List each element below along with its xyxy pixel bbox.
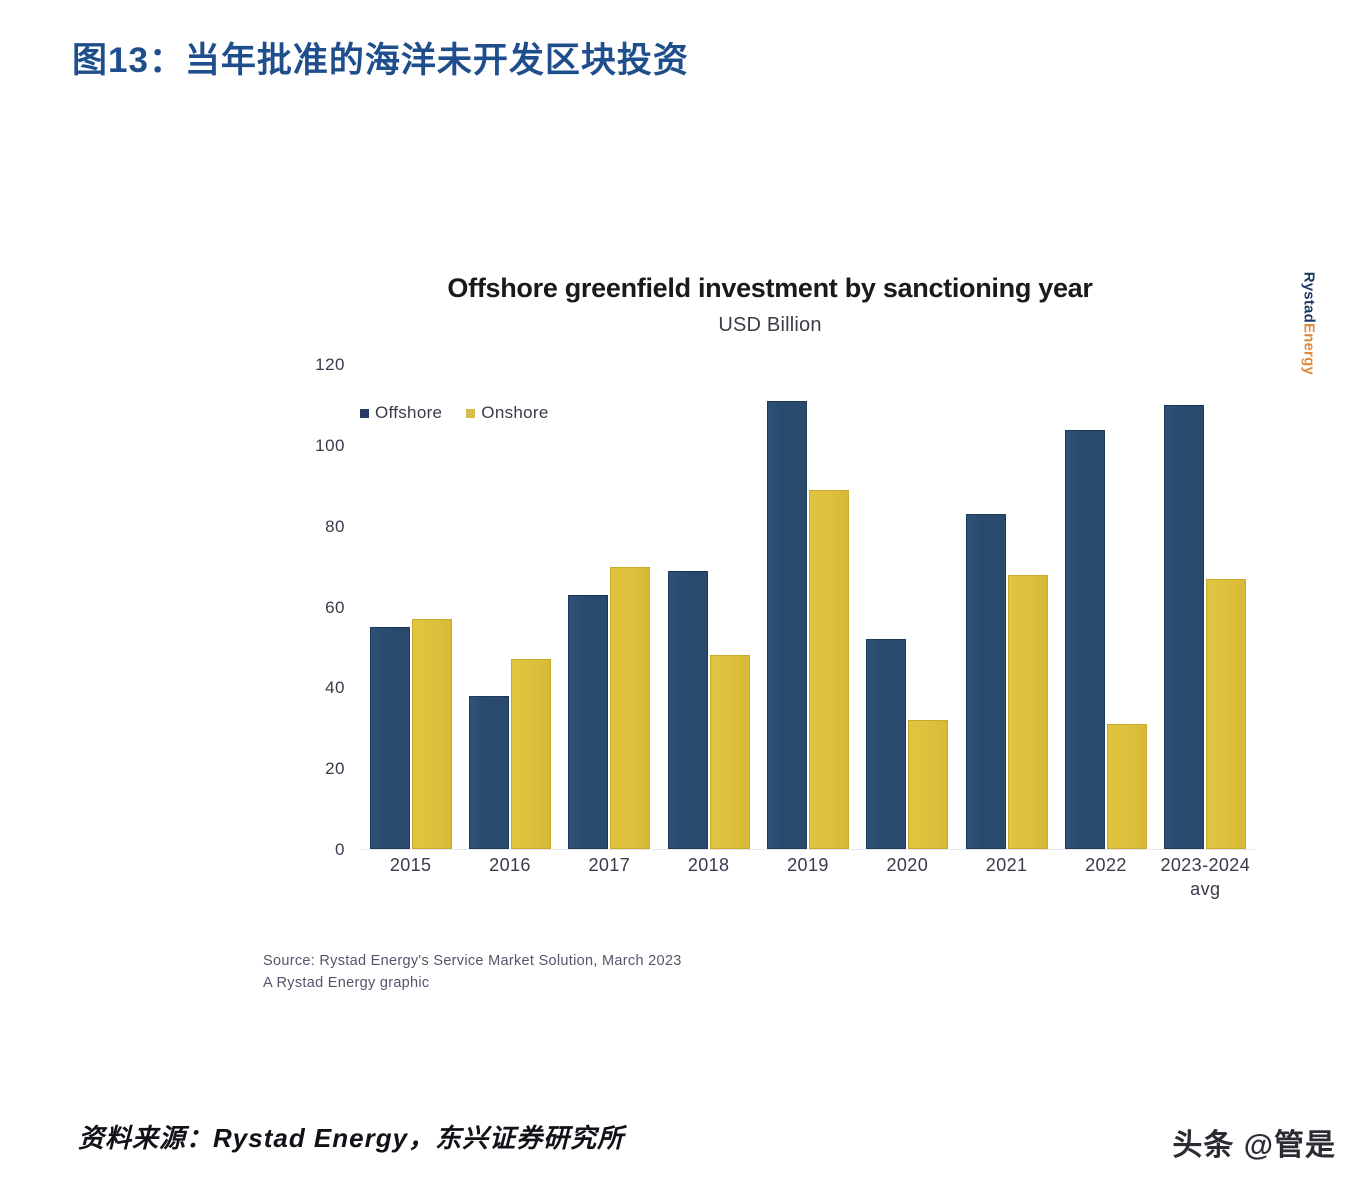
legend-swatch-offshore-icon	[360, 408, 369, 418]
chart-source-note: Source: Rystad Energy's Service Market S…	[263, 950, 682, 995]
source-note-line-1: Source: Rystad Energy's Service Market S…	[263, 953, 682, 969]
bar-group	[460, 365, 559, 849]
x-axis-label: 2023-2024 avg	[1160, 855, 1251, 900]
x-axis-label: 2018	[687, 855, 730, 875]
bar-offshore[interactable]	[1064, 429, 1105, 849]
bar-offshore[interactable]	[866, 639, 907, 849]
bar-onshore[interactable]	[808, 490, 849, 849]
figure-heading: 图13：当年批准的海洋未开发区块投资	[72, 41, 689, 80]
x-axis: 2015 2016 2017 2018 2019 2020 2021 2022 2023-202…	[361, 853, 1255, 902]
bar-onshore[interactable]	[1007, 574, 1048, 849]
bar-offshore[interactable]	[369, 627, 410, 849]
x-axis-label: 2020	[886, 855, 929, 875]
x-axis-label: 2019	[787, 855, 829, 875]
bar-onshore[interactable]	[908, 719, 949, 849]
y-axis-tick-20: 20	[325, 759, 345, 779]
bar-offshore[interactable]	[965, 514, 1006, 849]
plot-area: 120 100 80 60 40 20 0	[295, 355, 1255, 859]
bar-group	[361, 365, 460, 849]
bar-group	[858, 365, 957, 849]
bar-offshore[interactable]	[766, 401, 807, 849]
y-axis-tick-100: 100	[315, 435, 345, 455]
x-axis-label: 2015	[389, 855, 432, 875]
x-axis-label: 2021	[985, 855, 1028, 875]
chart-subtitle: USD Billion	[718, 314, 822, 336]
legend-label-onshore: Onshore	[481, 403, 549, 422]
bar-group	[560, 365, 659, 849]
bar-group	[1056, 365, 1155, 849]
chart-title: Offshore greenfield investment by sancti…	[447, 273, 1093, 303]
bar-group	[1156, 365, 1255, 849]
bar-group	[659, 365, 758, 849]
bars-container	[361, 365, 1255, 850]
bar-offshore[interactable]	[667, 570, 708, 849]
bar-offshore[interactable]	[1164, 405, 1205, 849]
rystad-energy-logo: RystadEnergy	[1300, 272, 1317, 375]
bar-offshore[interactable]	[568, 594, 609, 849]
legend-item-offshore[interactable]: Offshore	[360, 403, 442, 423]
y-axis-tick-60: 60	[325, 597, 345, 617]
bar-onshore[interactable]	[1206, 578, 1247, 849]
bar-onshore[interactable]	[1106, 723, 1147, 849]
bar-onshore[interactable]	[610, 566, 651, 849]
bar-onshore[interactable]	[510, 659, 551, 849]
bar-group	[758, 365, 857, 849]
bar-onshore[interactable]	[411, 619, 452, 849]
legend-item-onshore[interactable]: Onshore	[466, 403, 548, 423]
y-axis-tick-40: 40	[325, 678, 345, 698]
bar-offshore[interactable]	[468, 695, 509, 849]
y-axis-tick-120: 120	[315, 355, 345, 374]
logo-text-energy: Energy	[1300, 322, 1317, 375]
legend-swatch-onshore-icon	[466, 408, 476, 418]
watermark-text: 头条 @管是	[1172, 1129, 1336, 1162]
y-axis-tick-0: 0	[335, 840, 345, 859]
y-axis: 120 100 80 60 40 20 0	[295, 355, 353, 859]
source-note-line-2: A Rystad Energy graphic	[263, 975, 430, 992]
x-axis-label: 2022	[1085, 855, 1127, 875]
x-axis-label: 2017	[588, 855, 631, 875]
y-axis-tick-80: 80	[325, 516, 345, 536]
bar-onshore[interactable]	[709, 655, 750, 849]
x-axis-label: 2016	[489, 855, 531, 875]
chart-legend: Offshore Onshore	[360, 403, 549, 423]
chart-card: Offshore greenfield investment by sancti…	[215, 255, 1325, 1015]
bar-group	[957, 365, 1056, 849]
footer-source-text: 资料来源：Rystad Energy，东兴证券研究所	[78, 1123, 625, 1153]
logo-text-rystad: Rystad	[1300, 271, 1317, 323]
legend-label-offshore: Offshore	[375, 403, 443, 422]
